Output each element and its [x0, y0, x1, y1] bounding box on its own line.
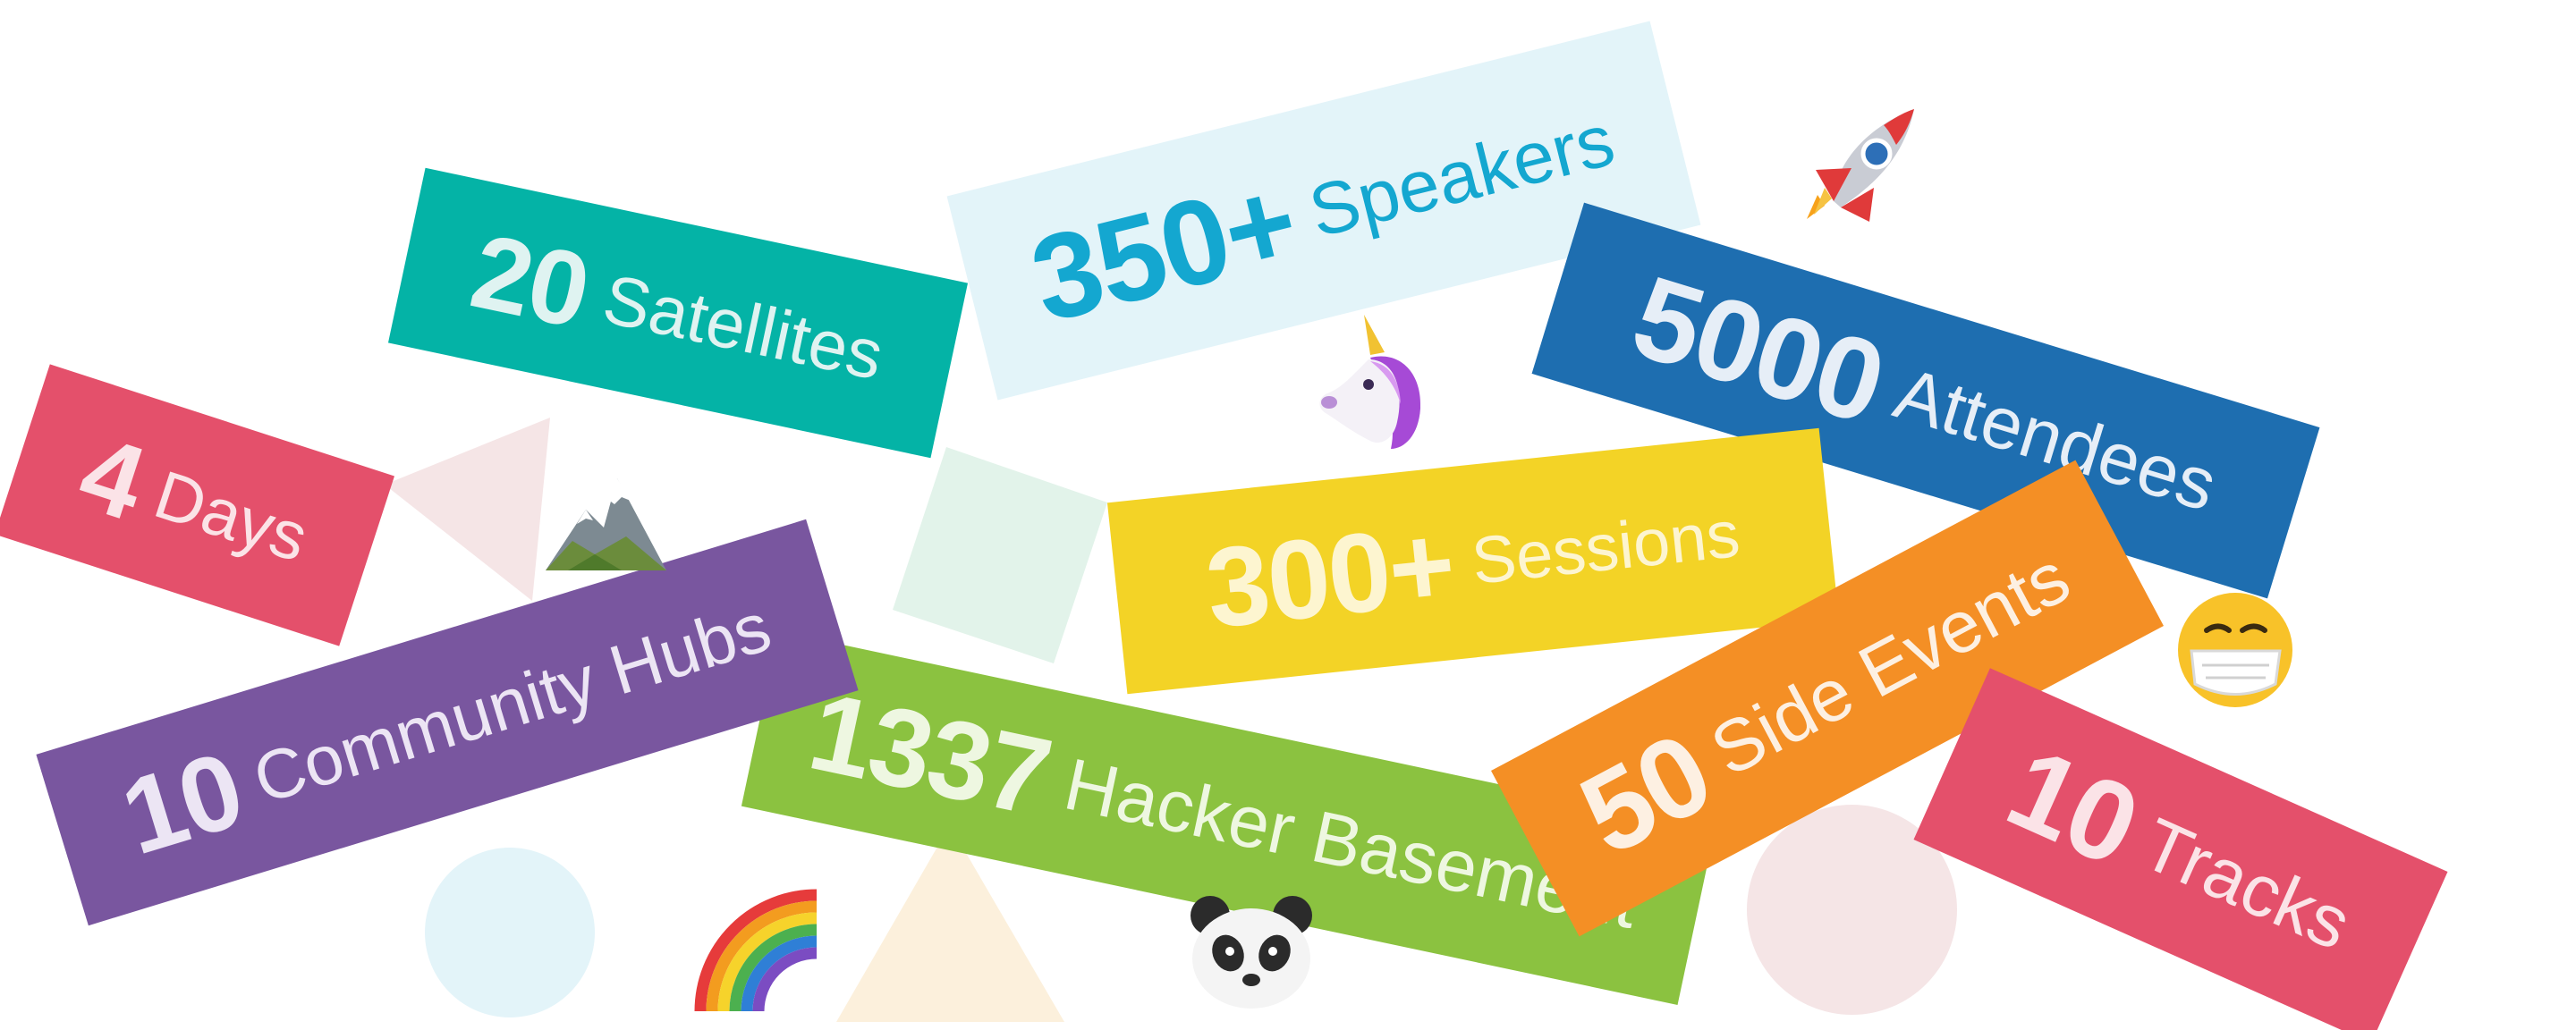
stat-number: 5000 [1619, 249, 1898, 449]
stat-number: 50 [1561, 708, 1731, 881]
peach-triangle-shape [836, 821, 1069, 1026]
blue-circle-shape [425, 848, 595, 1017]
mountain-icon [541, 474, 671, 572]
stat-number: 20 [462, 212, 598, 351]
stat-number: 1337 [800, 669, 1060, 840]
face-with-mask-icon [2175, 590, 2296, 711]
stat-number: 4 [66, 413, 157, 544]
stat-label: Sessions [1468, 495, 1743, 598]
rocket-icon [1798, 98, 1932, 224]
stat-number: 350+ [1019, 152, 1309, 349]
panda-icon [1185, 894, 1318, 1010]
stat-number: 10 [108, 729, 255, 878]
stat-label: Speakers [1301, 98, 1623, 253]
stat-label: Tracks [2130, 803, 2362, 967]
rainbow-icon [693, 888, 820, 1011]
stat-label: Satellites [597, 258, 890, 395]
stat-number: 10 [1989, 723, 2156, 891]
unicorn-icon [1315, 315, 1431, 453]
stat-number: 300+ [1200, 500, 1460, 652]
green-square-shape [886, 440, 1114, 668]
stat-card-tracks: 10 Tracks [1913, 668, 2448, 1030]
pink-triangle-shape [380, 413, 555, 605]
stat-card-days: 4 Days [0, 364, 394, 646]
stat-label: Days [145, 456, 317, 577]
